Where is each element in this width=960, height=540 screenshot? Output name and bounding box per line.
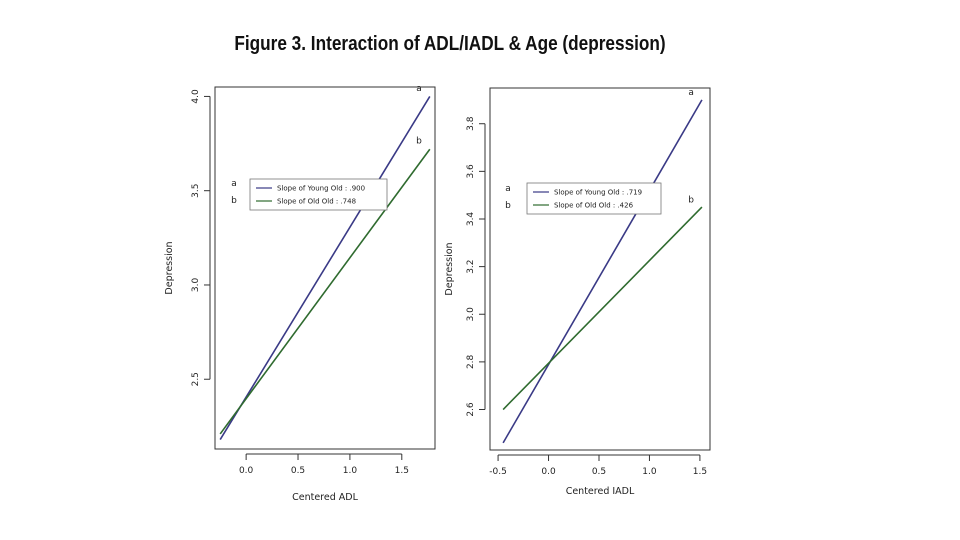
y-tick-label: 2.6 [466,402,476,417]
plot-frame [214,86,436,450]
series-line-young-old [502,99,703,444]
y-tick-label: 4.0 [191,89,201,104]
series-line-old-old [502,206,703,411]
x-tick-label: 0.5 [592,467,606,477]
x-tick-label: 1.0 [343,466,358,476]
y-tick-label: 3.5 [191,184,201,198]
x-tick-label: 0.0 [541,467,556,477]
legend-entry-label: Slope of Old Old : .426 [554,202,634,210]
x-tick-label: 1.0 [642,467,657,477]
y-tick-label: 3.0 [191,278,201,293]
chart-panel-1: 0.0 0.5 1.0 1.5 2.5 3.0 3.5 4.0 Centered ADL Depr… [164,84,436,503]
y-tick-label: 3.2 [466,259,476,273]
legend: Slope of Young Old : .719 Slope of Old Ol… [526,182,662,215]
legend-key-letter: a [231,179,237,189]
legend-box [249,178,388,211]
y-tick-label: 3.0 [466,307,476,322]
x-axis-label: Centered IADL [566,486,635,497]
legend-entry-label: Slope of Young Old : .719 [554,189,642,197]
x-tick-label: 1.5 [693,467,707,477]
series-line-old-old [219,148,431,435]
series-end-label: b [416,137,422,147]
legend-entry-label: Slope of Young Old : .900 [277,185,365,193]
x-tick-label: -0.5 [489,467,507,477]
x-tick-label: 0.0 [239,466,254,476]
x-tick-label: 0.5 [291,466,305,476]
legend-entry-label: Slope of Old Old : .748 [277,198,356,206]
figure-title: Figure 3. Interaction of ADL/IADL & Age … [234,33,666,55]
series-end-label: a [416,84,422,94]
y-axis-label: Depression [164,241,175,294]
y-tick-label: 3.4 [466,212,476,227]
legend-key-letter: b [231,196,237,206]
y-tick-label: 3.8 [466,116,476,131]
y-tick-label: 2.5 [191,372,201,386]
series-end-label: b [688,195,694,205]
legend-key-letter: a [505,184,511,194]
chart-panel-2: -0.5 0.0 0.5 1.0 1.5 2.6 2.8 3.0 3.2 3.4 3.6 3.8 Cen… [444,87,711,497]
series-end-label: a [688,88,694,98]
y-axis-label: Depression [444,242,455,295]
x-tick-label: 1.5 [395,466,409,476]
plot-frame [489,87,711,451]
legend-box [526,182,662,215]
y-tick-label: 3.6 [466,164,476,179]
series-line-young-old [219,96,431,440]
y-tick-label: 2.8 [466,354,476,369]
legend-key-letter: b [505,201,511,211]
legend: Slope of Young Old : .900 Slope of Old Ol… [249,178,388,211]
x-axis-label: Centered ADL [292,492,358,503]
